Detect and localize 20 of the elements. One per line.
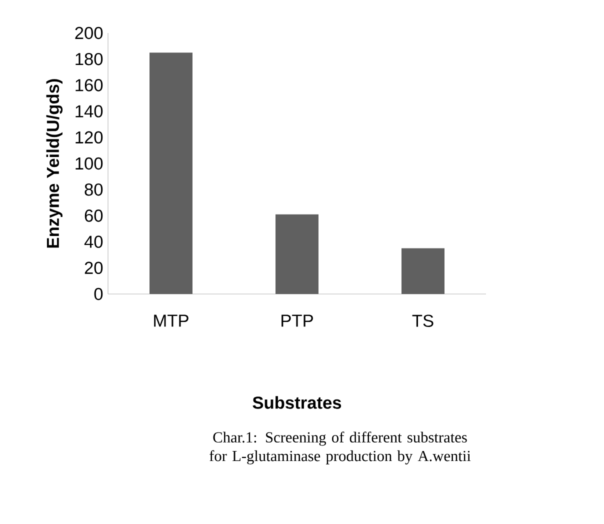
y-tick-label: 100 xyxy=(76,157,103,170)
bar xyxy=(150,52,192,294)
y-tick-label: 80 xyxy=(84,183,103,196)
y-tick-label: 140 xyxy=(76,105,103,118)
y-tick-label: 0 xyxy=(94,288,103,300)
x-tick-label: MTP xyxy=(154,314,188,327)
y-tick-label: 20 xyxy=(84,262,103,274)
bar xyxy=(276,214,318,294)
y-tick-label: 120 xyxy=(76,131,103,144)
x-tick-label: PTP xyxy=(282,314,313,327)
y-axis-title: Enzyme Yeild(U/gds) xyxy=(46,79,63,248)
y-tick-label: 180 xyxy=(76,52,103,66)
text: Char.1: Screening of different substrates for L-glutaminase production by A.wentii xyxy=(210,432,471,464)
bar xyxy=(401,248,444,294)
y-tick-label: 200 xyxy=(75,26,103,40)
x-axis-title: Substrates xyxy=(252,396,342,409)
x-tick-label: TS xyxy=(412,314,434,327)
y-tick-label: 40 xyxy=(84,236,103,248)
y-tick-label: 60 xyxy=(84,210,103,222)
y-tick-label: 160 xyxy=(76,79,103,92)
